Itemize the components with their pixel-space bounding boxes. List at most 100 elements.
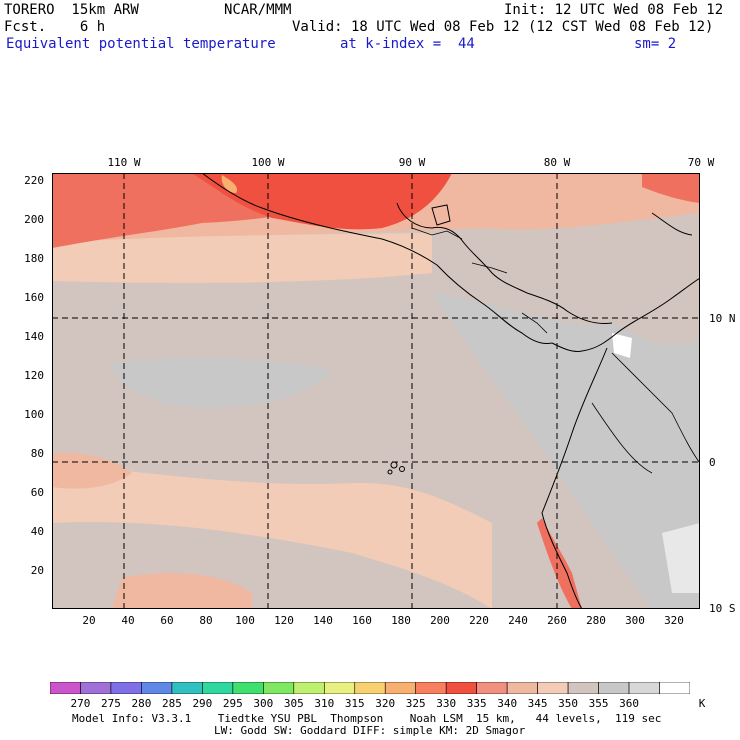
y-tick-label: 20 xyxy=(30,564,44,577)
border xyxy=(611,352,700,464)
colorbar-label: 325 xyxy=(405,697,426,710)
y-tick-label: 160 xyxy=(24,291,44,304)
organization: NCAR/MMM xyxy=(224,2,292,18)
field-hot-spot xyxy=(221,175,238,193)
coastline-yucatan xyxy=(431,204,451,226)
y-tick-label: 100 xyxy=(24,408,44,421)
init-time: Init: 12 UTC Wed 08 Feb 12 xyxy=(504,2,724,18)
x-tick-label: 120 xyxy=(274,614,294,627)
colorbar-swatch xyxy=(80,682,112,694)
country-borders xyxy=(411,227,700,474)
lat-label: 10 N xyxy=(709,312,736,325)
forecast-hour: Fcst. 6 h xyxy=(4,19,106,35)
colorbar-label: 290 xyxy=(192,697,213,710)
colorbar-label: 320 xyxy=(375,697,396,710)
island xyxy=(387,469,393,475)
colorbar-swatch xyxy=(354,682,386,694)
y-tick-label: 80 xyxy=(30,447,44,460)
colorbar-label: 275 xyxy=(101,697,121,710)
y-tick-label: 40 xyxy=(30,525,44,538)
y-tick-label: 180 xyxy=(24,252,44,265)
border xyxy=(471,262,508,274)
colorbar-label: 300 xyxy=(253,697,274,710)
colorbar-swatch xyxy=(384,682,417,694)
x-tick-label: 40 xyxy=(121,614,135,627)
border xyxy=(411,227,463,240)
x-tick-label: 320 xyxy=(664,614,684,627)
x-tick-label: 100 xyxy=(235,614,255,627)
colorbar-label: 335 xyxy=(466,697,487,710)
colorbar-label: 310 xyxy=(314,697,335,710)
colorbar-label: 305 xyxy=(283,697,304,710)
field-cool-area xyxy=(112,357,332,408)
colorbar-label: 330 xyxy=(436,697,457,710)
y-tick-label: 200 xyxy=(24,213,44,226)
model-title: TORERO 15km ARW xyxy=(4,2,139,18)
colorbar-label: 295 xyxy=(222,697,243,710)
field-peru-coast xyxy=(537,518,582,609)
field-hot-area-mexico xyxy=(192,173,452,230)
colorbar-swatch xyxy=(323,682,356,694)
x-tick-label: 260 xyxy=(547,614,567,627)
y-tick-label: 220 xyxy=(24,174,44,187)
colorbar-swatch xyxy=(659,682,690,694)
x-tick-label: 180 xyxy=(391,614,411,627)
colorbar-label: 340 xyxy=(497,697,518,710)
colorbar-swatch xyxy=(537,682,569,694)
colorbar-swatch xyxy=(506,682,538,694)
x-tick-label: 220 xyxy=(469,614,489,627)
y-tick-label: 120 xyxy=(24,369,44,382)
colorbar-label: 360 xyxy=(619,697,639,710)
colorbar-swatch xyxy=(263,682,295,694)
colorbar-label: 315 xyxy=(344,697,365,710)
x-tick-label: 140 xyxy=(313,614,333,627)
valid-time: Valid: 18 UTC Wed 08 Feb 12 (12 CST Wed … xyxy=(292,19,714,35)
colorbar-swatch xyxy=(476,682,508,694)
colorbar-swatch xyxy=(598,682,630,694)
island xyxy=(399,466,405,472)
field-band-north xyxy=(52,233,432,283)
lon-label: 110 W xyxy=(107,156,141,169)
coastline-south-america-west xyxy=(541,347,608,609)
x-tick-label: 60 xyxy=(160,614,174,627)
colorbar-swatch xyxy=(141,682,173,694)
map-frame xyxy=(52,173,700,609)
colorbar-label: 350 xyxy=(558,697,579,710)
x-tick-label: 300 xyxy=(625,614,645,627)
colorbar-swatch xyxy=(202,682,234,694)
graticule xyxy=(52,173,700,609)
coastline-caribbean-island xyxy=(651,212,693,236)
colorbar-swatch xyxy=(293,682,325,694)
colorbar-unit: K xyxy=(698,697,706,710)
colorbar-label: 345 xyxy=(527,697,548,710)
x-tick-label: 240 xyxy=(508,614,528,627)
y-tick-label: 60 xyxy=(30,486,44,499)
level-info: at k-index = 44 xyxy=(340,36,475,52)
coastline-caribbean xyxy=(396,202,613,324)
theta-e-map xyxy=(52,173,700,609)
field-warm-patch-south xyxy=(112,573,252,609)
colorbar-swatch xyxy=(445,682,477,694)
x-tick-label: 160 xyxy=(352,614,372,627)
lon-label: 90 W xyxy=(398,156,426,169)
smoothing-info: sm= 2 xyxy=(634,36,677,52)
x-tick-label: 80 xyxy=(199,614,213,627)
y-tick-label: 140 xyxy=(24,330,44,343)
coastline-panama-colombia xyxy=(551,277,700,352)
lon-label: 70 W xyxy=(687,156,715,169)
colorbar-label: 285 xyxy=(161,697,182,710)
coastline-central-america-pacific xyxy=(201,173,553,344)
border xyxy=(591,402,653,474)
border xyxy=(521,312,548,334)
lat-label: 10 S xyxy=(709,602,736,615)
field-name: Equivalent potential temperature xyxy=(6,36,276,52)
colorbar-swatch xyxy=(110,682,142,694)
colorbar-swatch xyxy=(415,682,447,694)
x-tick-label: 200 xyxy=(430,614,450,627)
colorbar-label: 355 xyxy=(588,697,609,710)
field-cold-spot-colombia xyxy=(612,333,632,358)
field-hot-area-ne xyxy=(642,173,700,203)
model-info: Model Info: V3.3.1 Tiedtke YSU PBL Thomp… xyxy=(72,712,662,725)
colorbar-label: 270 xyxy=(70,697,91,710)
physics-info: LW: Godd SW: Goddard DIFF: simple KM: 2D… xyxy=(214,724,526,737)
